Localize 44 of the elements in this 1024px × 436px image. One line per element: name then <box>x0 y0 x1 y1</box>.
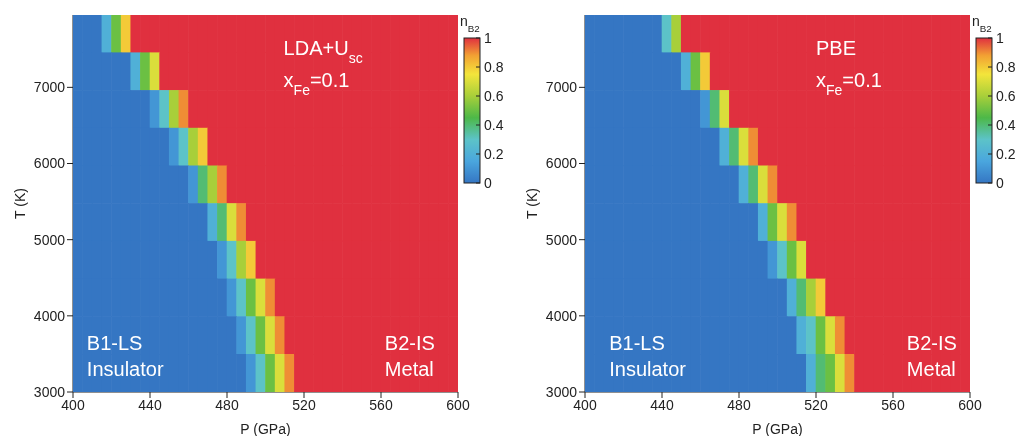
y-tick-label: 7000 <box>33 79 66 96</box>
color-bar-label: 0 <box>996 175 1004 191</box>
x-tick-label: 440 <box>650 396 674 413</box>
annotation: B2-IS Metal <box>384 332 435 381</box>
y-tick-label: 4000 <box>545 307 578 324</box>
x-axis-title: P (GPa) <box>240 421 291 436</box>
color-bar-label: 0 <box>484 175 492 191</box>
annotation: B2-IS Metal <box>906 332 957 381</box>
annotation: B1-LS Insulator <box>609 332 687 381</box>
color-bar-label: 0.8 <box>484 59 504 75</box>
y-tick-label: 6000 <box>33 155 66 172</box>
x-tick-label: 480 <box>215 396 239 413</box>
color-bar-title: n$_{B2}$ <box>972 13 992 34</box>
color-bar-label: 0.4 <box>996 117 1016 133</box>
x-tick-label: 600 <box>446 396 470 413</box>
x-tick-label: 560 <box>881 396 905 413</box>
y-tick-label: 7000 <box>545 79 578 96</box>
color-bar-label: 0.4 <box>484 117 504 133</box>
x-tick-label: 520 <box>292 396 316 413</box>
x-axis-title: P (GPa) <box>752 421 803 436</box>
y-tick-label: 5000 <box>33 231 66 248</box>
y-tick-label: 6000 <box>545 155 578 172</box>
x-tick-label: 600 <box>958 396 982 413</box>
annotation: x$_{Fe}$=0.1 <box>816 68 882 98</box>
x-tick-label: 440 <box>138 396 162 413</box>
annotation: LDA+U$_{sc}$ <box>283 36 363 66</box>
y-tick-label: 4000 <box>33 307 66 324</box>
annotation: B1-LS Insulator <box>86 332 164 381</box>
x-tick-label: 520 <box>804 396 828 413</box>
color-bar-title: n$_{B2}$ <box>460 13 480 34</box>
color-bar-label: 0.2 <box>484 146 504 162</box>
color-bar-label: 0.8 <box>996 59 1016 75</box>
annotation: x$_{Fe}$=0.1 <box>283 68 350 98</box>
annotation: PBE <box>816 36 857 59</box>
x-tick-label: 480 <box>727 396 751 413</box>
y-axis-title: T (K) <box>523 188 540 219</box>
color-bar-label: 1 <box>996 30 1004 46</box>
color-bar-label: 0.6 <box>484 88 504 104</box>
y-tick-label: 5000 <box>545 231 578 248</box>
color-bar-label: 0.6 <box>996 88 1016 104</box>
color-bar-label: 1 <box>484 30 492 46</box>
x-tick-label: 560 <box>369 396 393 413</box>
color-bar-label: 0.2 <box>996 146 1016 162</box>
y-axis-title: T (K) <box>11 188 28 219</box>
